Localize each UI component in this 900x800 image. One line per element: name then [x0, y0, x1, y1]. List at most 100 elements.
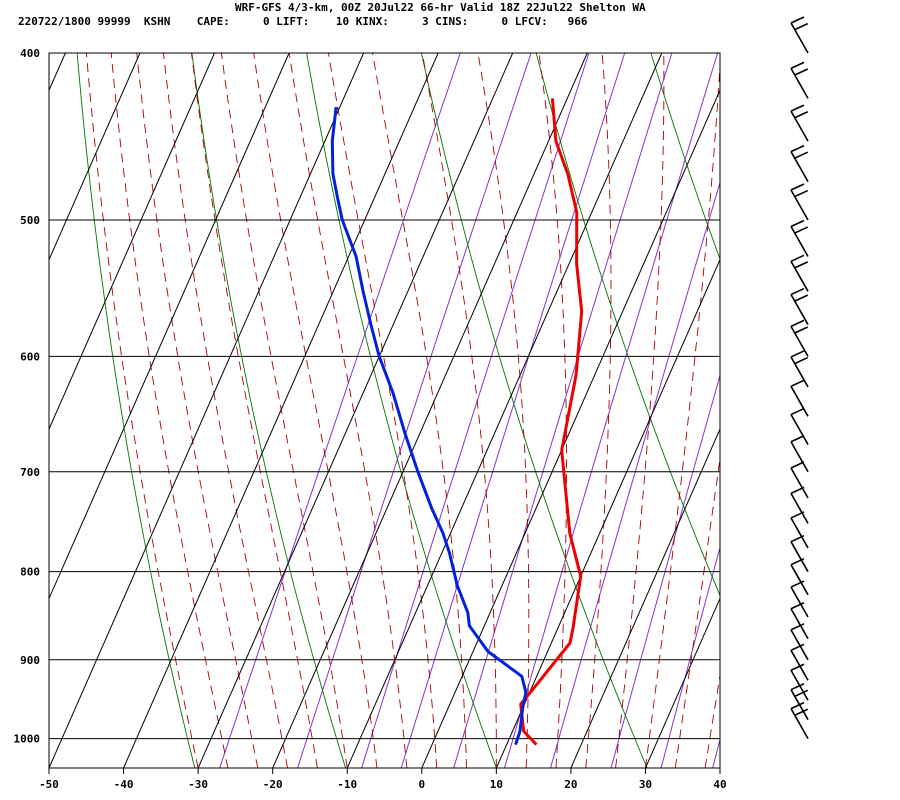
wind-barb — [790, 557, 809, 596]
wind-barb-staff — [790, 689, 809, 721]
wind-barb-flag — [794, 708, 809, 716]
moist-adiabat-line — [372, 53, 467, 768]
x-tick-label: -10 — [337, 778, 357, 791]
isotherm-line — [570, 427, 720, 768]
mixing-ratio-line — [361, 53, 590, 768]
wind-barb-flag — [794, 22, 809, 31]
wind-barb-flag — [794, 261, 809, 269]
wind-barb-staff — [790, 22, 809, 54]
wind-barb-flag — [790, 254, 805, 263]
x-tick-label: 0 — [418, 778, 425, 791]
dry-adiabat-line — [881, 53, 900, 768]
y-tick-label: 900 — [20, 654, 40, 667]
isotherm-line — [49, 53, 365, 768]
wind-barb-staff — [790, 441, 809, 473]
wind-barb — [790, 682, 809, 721]
dry-adiabat-line — [766, 53, 900, 768]
dry-adiabat-line — [650, 53, 720, 261]
wind-barb — [790, 16, 809, 54]
y-tick-label: 500 — [20, 214, 40, 227]
wind-barb-flag — [794, 111, 809, 119]
wind-barb-staff — [790, 608, 809, 640]
dewpoint-profile — [330, 106, 528, 746]
wind-barb-flag — [790, 623, 805, 631]
isotherm-line — [123, 53, 439, 768]
wind-barb-staff — [790, 541, 809, 573]
dry-adiabat-line — [535, 53, 720, 597]
moist-adiabat-line — [644, 58, 720, 768]
wind-barb-staff — [790, 294, 809, 325]
x-tick-label: -50 — [39, 778, 59, 791]
wind-barb-flag — [794, 356, 809, 365]
wind-barb-flag — [790, 319, 805, 328]
wind-barb — [790, 254, 809, 292]
wind-barb — [790, 183, 809, 221]
wind-barb-flag — [790, 701, 805, 710]
moist-adiabat-line — [85, 53, 199, 768]
x-tick-label: -40 — [114, 778, 134, 791]
dry-adiabat-line — [306, 53, 497, 768]
wind-barb-flag — [790, 219, 805, 228]
isotherm-line — [644, 597, 720, 768]
wind-barb-flag — [790, 144, 805, 153]
wind-barb-flag — [790, 183, 805, 191]
wind-barb — [790, 534, 809, 573]
x-tick-label: 20 — [564, 778, 577, 791]
moist-adiabat-line — [220, 53, 348, 768]
wind-barb-staff — [790, 517, 809, 549]
wind-barb-staff — [790, 414, 809, 445]
wind-barb — [790, 287, 809, 325]
isotherm-line — [346, 53, 663, 768]
wind-barb-staff — [790, 151, 809, 182]
wind-barb-flag — [794, 68, 809, 76]
dry-adiabat-line — [76, 53, 196, 768]
moist-adiabat-line — [327, 53, 438, 768]
mixing-ratio-line — [297, 53, 532, 768]
wind-barb-flag — [790, 61, 805, 70]
y-tick-label: 1000 — [14, 733, 41, 746]
wind-barb — [790, 219, 809, 257]
mixing-ratio-line — [712, 737, 720, 768]
wind-barb — [790, 104, 809, 142]
isotherm-line — [495, 258, 720, 768]
isotherm-line — [49, 53, 215, 431]
moist-adiabat-line — [288, 53, 408, 768]
wind-barb-staff — [790, 226, 809, 257]
wind-barb-flag — [790, 461, 805, 469]
plot-border — [48, 52, 721, 769]
sounding-stats: 220722/1800 99999 KSHN CAPE: 0 LIFT: 10 … — [18, 15, 588, 28]
wind-barb-flag — [790, 643, 805, 652]
wind-barb-staff — [790, 189, 809, 221]
wind-barb-staff — [790, 629, 809, 661]
plot-frame — [48, 52, 721, 769]
y-tick-label: 400 — [20, 47, 40, 60]
wind-barb-flag — [790, 407, 805, 416]
mixing-ratio-line — [453, 53, 673, 768]
wind-barb — [790, 144, 809, 182]
wind-barb-staff — [790, 708, 809, 740]
isotherm-line — [421, 88, 720, 768]
wind-barb-staff — [790, 586, 809, 618]
wind-barb — [790, 701, 809, 740]
x-tick-label: 40 — [713, 778, 726, 791]
wind-barb-flag — [794, 151, 809, 159]
wind-barb-flag — [790, 16, 805, 24]
wind-barb-flag — [794, 189, 809, 198]
wind-barb — [790, 461, 809, 499]
x-tick-label: 10 — [490, 778, 503, 791]
wind-barb — [790, 623, 809, 661]
mixing-ratio-line — [400, 53, 626, 768]
wind-barb — [790, 61, 809, 99]
wind-barb-flag — [790, 663, 805, 671]
wind-barb-staff — [790, 492, 809, 524]
y-tick-label: 600 — [20, 350, 40, 363]
wind-barb-flag — [794, 226, 809, 234]
dry-adiabat-line — [191, 53, 347, 768]
wind-barb-flag — [794, 326, 809, 334]
wind-barb-staff — [790, 356, 809, 388]
wind-barb — [790, 663, 809, 701]
moist-adiabat-line — [110, 53, 229, 768]
moist-adiabat-line — [477, 53, 530, 768]
y-tick-label: 800 — [20, 566, 40, 579]
